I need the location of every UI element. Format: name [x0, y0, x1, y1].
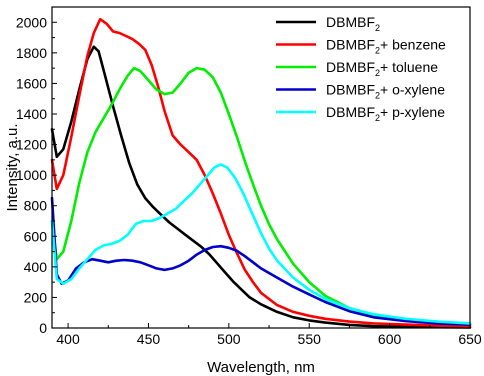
y-tick-label: 1400 — [16, 106, 47, 122]
legend-label-suffix: + p-xylene — [380, 104, 445, 120]
y-tick-label: 1800 — [16, 45, 47, 61]
legend-label-name: DBMBF — [326, 14, 375, 30]
series-layer — [50, 17, 472, 329]
legend-label-name: DBMBF — [326, 104, 375, 120]
legend-label-subscript: 2 — [375, 46, 380, 56]
y-tick-label: 1600 — [16, 75, 47, 91]
legend-label-name: DBMBF — [326, 59, 375, 75]
x-axis-title: Wavelength, nm — [207, 359, 315, 376]
legend-label-2: DBMBF2+ toluene — [326, 59, 438, 78]
x-tick-label: 450 — [137, 331, 161, 347]
x-tick-label: 550 — [298, 331, 322, 347]
legend-label-subscript: 2 — [375, 23, 380, 33]
legend-label-1: DBMBF2+ benzene — [326, 37, 446, 56]
legend-label-suffix: + benzene — [380, 37, 446, 53]
y-tick-label: 1200 — [16, 137, 47, 153]
legend-label-suffix: + toluene — [380, 59, 438, 75]
legend-label-name: DBMBF — [326, 82, 375, 98]
y-tick-label: 600 — [24, 228, 48, 244]
legend-label-suffix: + o-xylene — [380, 82, 445, 98]
legend-label-subscript: 2 — [375, 91, 380, 101]
series-line-1 — [50, 17, 472, 328]
x-tick-label: 400 — [56, 331, 80, 347]
series-line-0 — [50, 45, 472, 329]
y-tick-label: 200 — [24, 289, 48, 305]
legend-label-name: DBMBF — [326, 37, 375, 53]
y-tick-label: 1000 — [16, 167, 47, 183]
y-tick-label: 400 — [24, 259, 48, 275]
x-tick-label: 650 — [458, 331, 482, 347]
legend-label-subscript: 2 — [375, 68, 380, 78]
series-line-2 — [50, 66, 472, 325]
x-tick-label: 500 — [217, 331, 241, 347]
legend-label-0: DBMBF2 — [326, 14, 380, 33]
series-line-3 — [50, 196, 472, 326]
y-axis-title: Intensity, a.u. — [4, 123, 21, 211]
legend-label-3: DBMBF2+ o-xylene — [326, 82, 445, 101]
series-line-4 — [50, 163, 472, 325]
y-tick-label: 2000 — [16, 14, 47, 30]
y-tick-label: 800 — [24, 198, 48, 214]
ticks-layer: 400 450 500 550 600 650 0 200 400 600 800 1000 1200 1… — [16, 14, 482, 347]
legend-label-4: DBMBF2+ p-xylene — [326, 104, 445, 123]
legend-label-subscript: 2 — [375, 113, 380, 123]
x-tick-label: 600 — [378, 331, 402, 347]
plot-frame — [51, 6, 471, 329]
y-tick-label: 0 — [39, 320, 47, 336]
